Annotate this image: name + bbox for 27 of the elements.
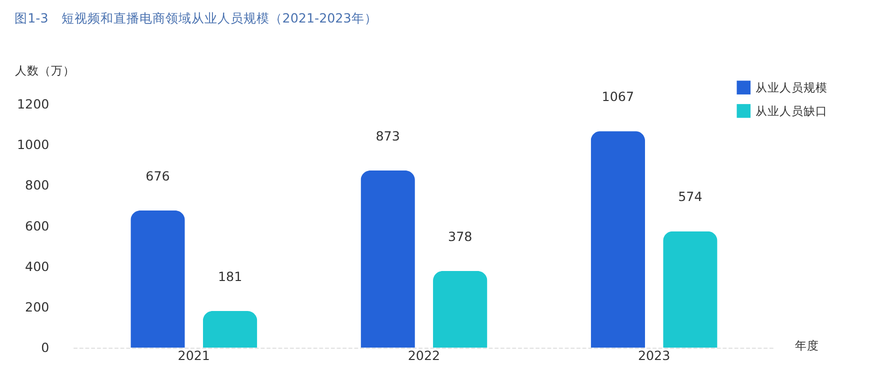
- y-tick-label: 200: [25, 300, 50, 315]
- y-tick-label: 1200: [17, 96, 50, 112]
- x-tick-label: 2021: [178, 348, 210, 363]
- y-tick-label: 1000: [17, 137, 50, 152]
- data-label: 181: [218, 268, 242, 284]
- x-tick-label: 2022: [408, 348, 440, 363]
- data-label: 378: [448, 228, 472, 244]
- bar: [360, 170, 415, 348]
- y-tick-label: 400: [25, 258, 50, 274]
- bar: [663, 231, 718, 348]
- y-tick-label: 600: [25, 218, 50, 234]
- y-axis-title: 人数（万）: [15, 63, 76, 78]
- bar: [202, 311, 258, 348]
- data-label: 676: [146, 168, 170, 184]
- data-label: 1067: [602, 88, 634, 104]
- chart-title: 图1-3 短视频和直播电商领域从业人员规模（2021-2023年）: [14, 10, 378, 26]
- bar: [433, 271, 488, 348]
- bar: [590, 131, 646, 348]
- legend-label: 从业人员缺口: [755, 104, 828, 118]
- y-tick-label: 800: [25, 178, 50, 193]
- x-tick-label: 2023: [638, 348, 670, 363]
- bar: [130, 210, 185, 348]
- data-label: 574: [678, 189, 702, 204]
- data-label: 873: [376, 128, 400, 144]
- x-axis-title: 年度: [795, 338, 820, 352]
- legend-label: 从业人员规模: [755, 80, 828, 94]
- y-tick-label: 0: [41, 340, 50, 356]
